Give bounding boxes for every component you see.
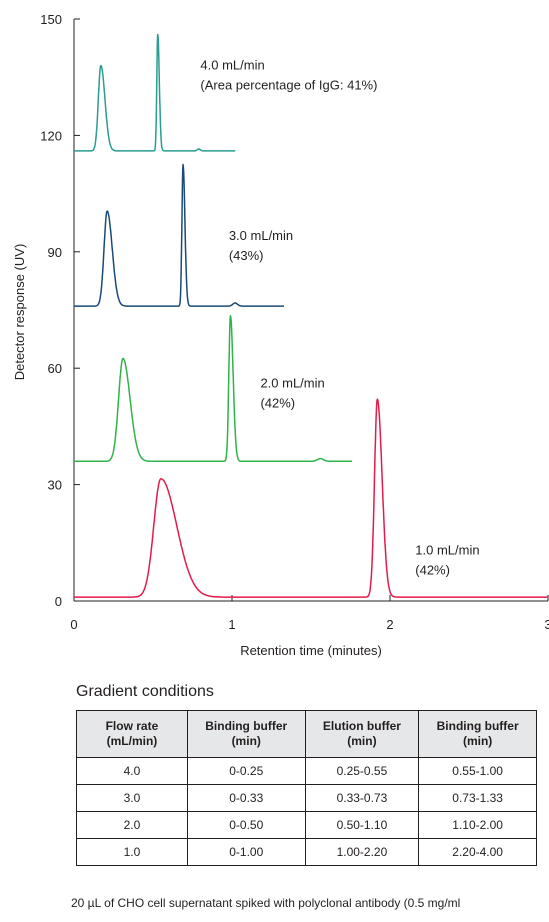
- table-cell: 2.20-4.00: [418, 838, 537, 866]
- footnote: 20 µL of CHO cell supernatant spiked wit…: [71, 896, 461, 910]
- table-cell: 0-0.25: [186, 757, 306, 785]
- table-cell: 4.0: [76, 757, 188, 785]
- column-header: Binding buffer (min): [186, 710, 306, 758]
- series-annotation: (42%): [260, 396, 295, 411]
- gradient-table-body: 4.0 0-0.25 0.25-0.55 0.55-1.00 3.0 0-0.33 0.33…: [76, 757, 537, 866]
- series-annotation: 2.0 mL/min: [260, 376, 324, 391]
- x-tick-label: 2: [386, 617, 393, 632]
- table-cell: 0-0.50: [186, 811, 306, 839]
- series-line-0: [73, 398, 549, 598]
- x-tick-label: 0: [70, 617, 77, 632]
- table-cell: 0.73-1.33: [418, 784, 537, 812]
- series-line-2: [73, 163, 285, 307]
- x-tick-label: 3: [544, 617, 549, 632]
- table-cell: 1.0: [76, 838, 188, 866]
- series-line-1: [73, 315, 353, 463]
- y-tick-label: 30: [48, 478, 62, 493]
- y-tick-label: 90: [48, 245, 62, 260]
- y-tick-label: 60: [48, 361, 62, 376]
- chromatogram-chart: 0 30 60 90 120 150 0 1 2 3 1.0 mL/min (42%) 2.0 mL/…: [12, 12, 549, 658]
- y-axis-label: Detector response (UV): [12, 244, 27, 381]
- chart-traces: [73, 33, 549, 598]
- x-tick-label: 1: [228, 617, 235, 632]
- table-cell: 0-1.00: [186, 838, 306, 866]
- series-annotation: 1.0 mL/min: [415, 542, 479, 557]
- chart-annotations: 1.0 mL/min (42%) 2.0 mL/min (42%) 3.0 mL/min…: [200, 57, 479, 577]
- table-cell: 0.50-1.10: [304, 811, 420, 839]
- series-line-3: [73, 33, 236, 152]
- table-row: 4.0 0-0.25 0.25-0.55 0.55-1.00: [76, 757, 537, 785]
- gradient-table: Flow rate (mL/min) Binding buffer (min) El…: [76, 710, 537, 866]
- column-header: Binding buffer (min): [418, 710, 537, 758]
- table-cell: 0-0.33: [186, 784, 306, 812]
- gradient-table-header: Flow rate (mL/min) Binding buffer (min) El…: [76, 710, 537, 758]
- series-annotation: (42%): [415, 562, 450, 577]
- series-annotation: 3.0 mL/min: [229, 228, 293, 243]
- x-axis-label: Retention time (minutes): [240, 643, 382, 658]
- chart-axes: 0 30 60 90 120 150 0 1 2 3: [40, 12, 549, 632]
- table-cell: 1.00-2.20: [304, 838, 420, 866]
- table-cell: 1.10-2.00: [418, 811, 537, 839]
- table-cell: 2.0: [76, 811, 188, 839]
- y-tick-label: 120: [40, 128, 62, 143]
- table-cell: 0.33-0.73: [304, 784, 420, 812]
- gradient-title: Gradient conditions: [76, 683, 214, 700]
- y-tick-label: 150: [40, 12, 62, 27]
- column-header: Flow rate (mL/min): [76, 710, 188, 758]
- column-header: Elution buffer (min): [304, 710, 420, 758]
- table-row: 3.0 0-0.33 0.33-0.73 0.73-1.33: [76, 784, 537, 812]
- y-tick-label: 0: [55, 594, 62, 609]
- table-row: 2.0 0-0.50 0.50-1.10 1.10-2.00: [76, 811, 537, 839]
- table-cell: 0.25-0.55: [304, 757, 420, 785]
- table-row: 1.0 0-1.00 1.00-2.20 2.20-4.00: [76, 838, 537, 866]
- table-cell: 3.0: [76, 784, 188, 812]
- series-annotation: (43%): [229, 248, 264, 263]
- series-annotation: (Area percentage of IgG: 41%): [200, 77, 377, 92]
- series-annotation: 4.0 mL/min: [200, 57, 264, 72]
- table-cell: 0.55-1.00: [418, 757, 537, 785]
